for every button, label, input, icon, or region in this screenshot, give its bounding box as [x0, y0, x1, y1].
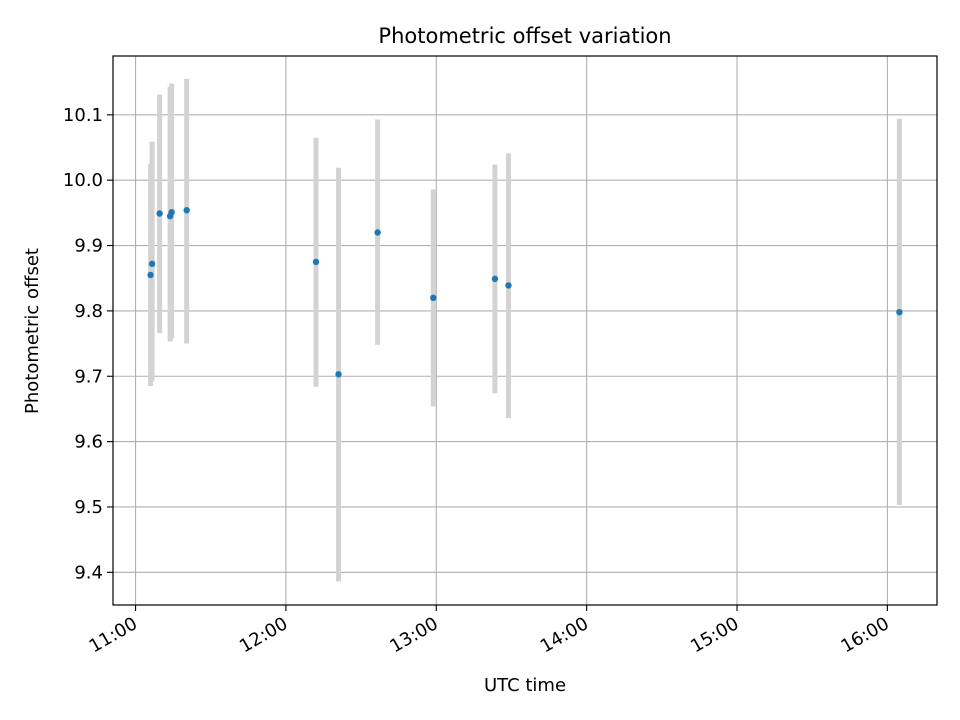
y-axis-title: Photometric offset [22, 248, 43, 414]
y-tick-label: 10.0 [63, 170, 103, 191]
data-point [156, 210, 163, 217]
y-tick-label: 9.6 [74, 432, 103, 453]
plot-frame [112, 55, 938, 606]
y-tick-label: 10.1 [63, 105, 103, 126]
y-tick-label: 9.9 [74, 236, 103, 257]
y-axis-ticks: 9.4 9.5 9.6 9.7 9.8 9.9 10.0 10.1 [63, 105, 113, 583]
grid-layer [113, 56, 937, 605]
y-tick-label: 9.5 [74, 497, 103, 518]
data-point [896, 309, 903, 316]
data-point [505, 282, 512, 289]
data-point [374, 229, 381, 236]
point-layer [147, 207, 903, 378]
data-point [491, 275, 499, 283]
data-point [312, 258, 320, 266]
data-point [148, 260, 156, 268]
y-tick-label: 9.8 [74, 301, 103, 322]
y-tick-label: 9.7 [74, 366, 103, 387]
chart-title: Photometric offset variation [378, 24, 671, 48]
data-point [335, 371, 342, 378]
data-point [147, 271, 154, 279]
data-point [168, 209, 175, 216]
y-tick-label: 9.4 [74, 562, 103, 583]
data-point [430, 294, 437, 302]
x-axis-title: UTC time [484, 675, 566, 696]
data-point [183, 207, 190, 214]
